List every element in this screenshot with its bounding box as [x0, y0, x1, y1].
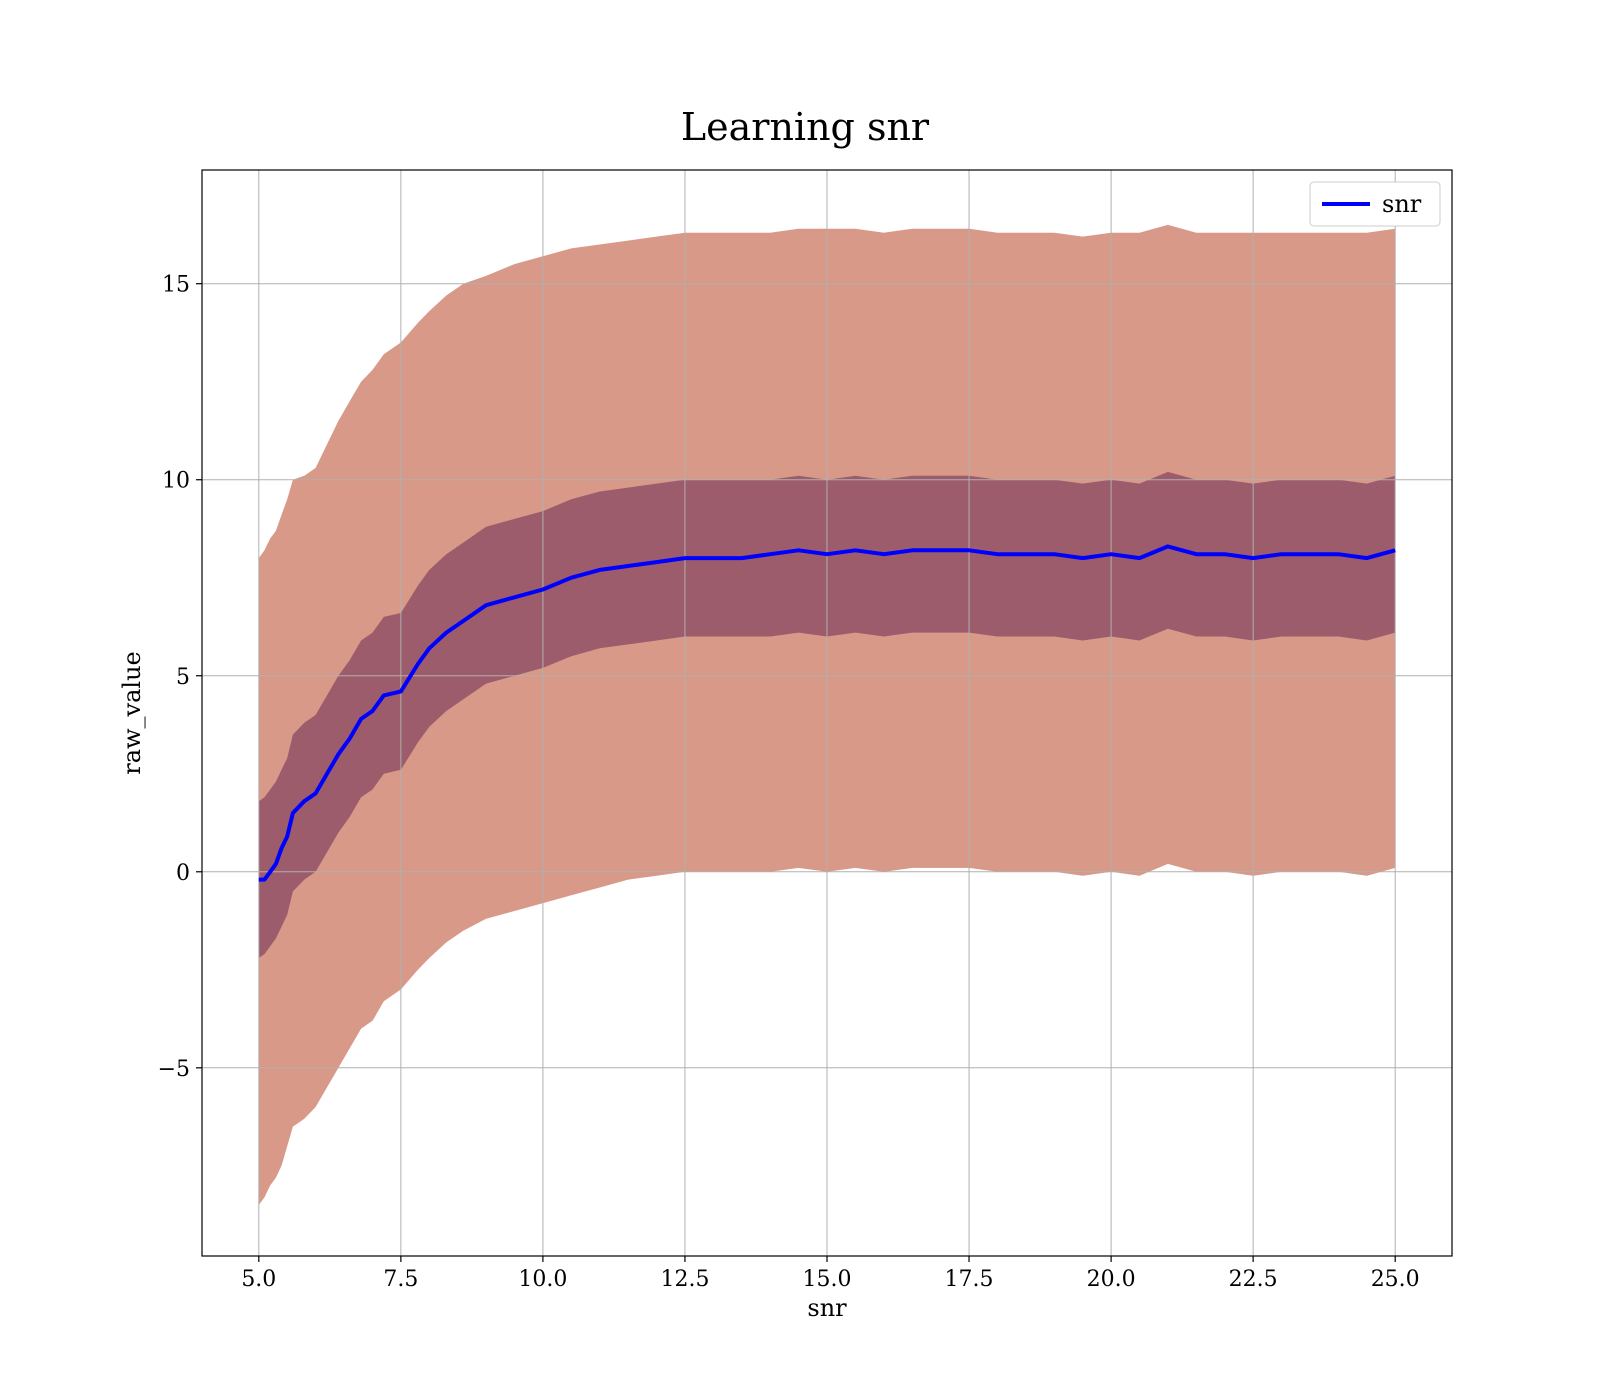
x-tick-label: 5.0 [241, 1267, 276, 1292]
x-tick-label: 7.5 [383, 1267, 418, 1292]
y-tick-label: 0 [176, 861, 190, 886]
x-tick-label: 22.5 [1229, 1267, 1278, 1292]
y-tick-label: −5 [158, 1057, 190, 1082]
y-tick-label: 10 [162, 469, 190, 494]
x-tick-label: 10.0 [518, 1267, 567, 1292]
plot-area [201, 169, 1453, 1257]
x-axis-label: snr [807, 1294, 847, 1322]
y-tick-label: 15 [162, 273, 190, 298]
chart-title: Learning snr [681, 105, 930, 149]
series-layer [258, 544, 1396, 882]
grid-layer [202, 170, 1452, 1256]
x-tick-label: 12.5 [660, 1267, 709, 1292]
x-tick-label: 17.5 [945, 1267, 994, 1292]
y-tick-label: 5 [176, 665, 190, 690]
x-tick-label: 20.0 [1087, 1267, 1136, 1292]
legend-box [1309, 181, 1441, 227]
x-axis: 5.0 7.5 10.0 12.5 15.0 17.5 20.0 22.5 25.0 [241, 1256, 1420, 1292]
y-axis-label: raw_value [118, 651, 146, 775]
series-line-snr [258, 544, 1396, 882]
legend-label-snr: snr [1382, 190, 1422, 218]
legend: snr [1309, 181, 1441, 227]
x-tick-label: 25.0 [1371, 1267, 1420, 1292]
y-axis: −5 0 5 10 15 [158, 273, 202, 1082]
x-tick-label: 15.0 [803, 1267, 852, 1292]
